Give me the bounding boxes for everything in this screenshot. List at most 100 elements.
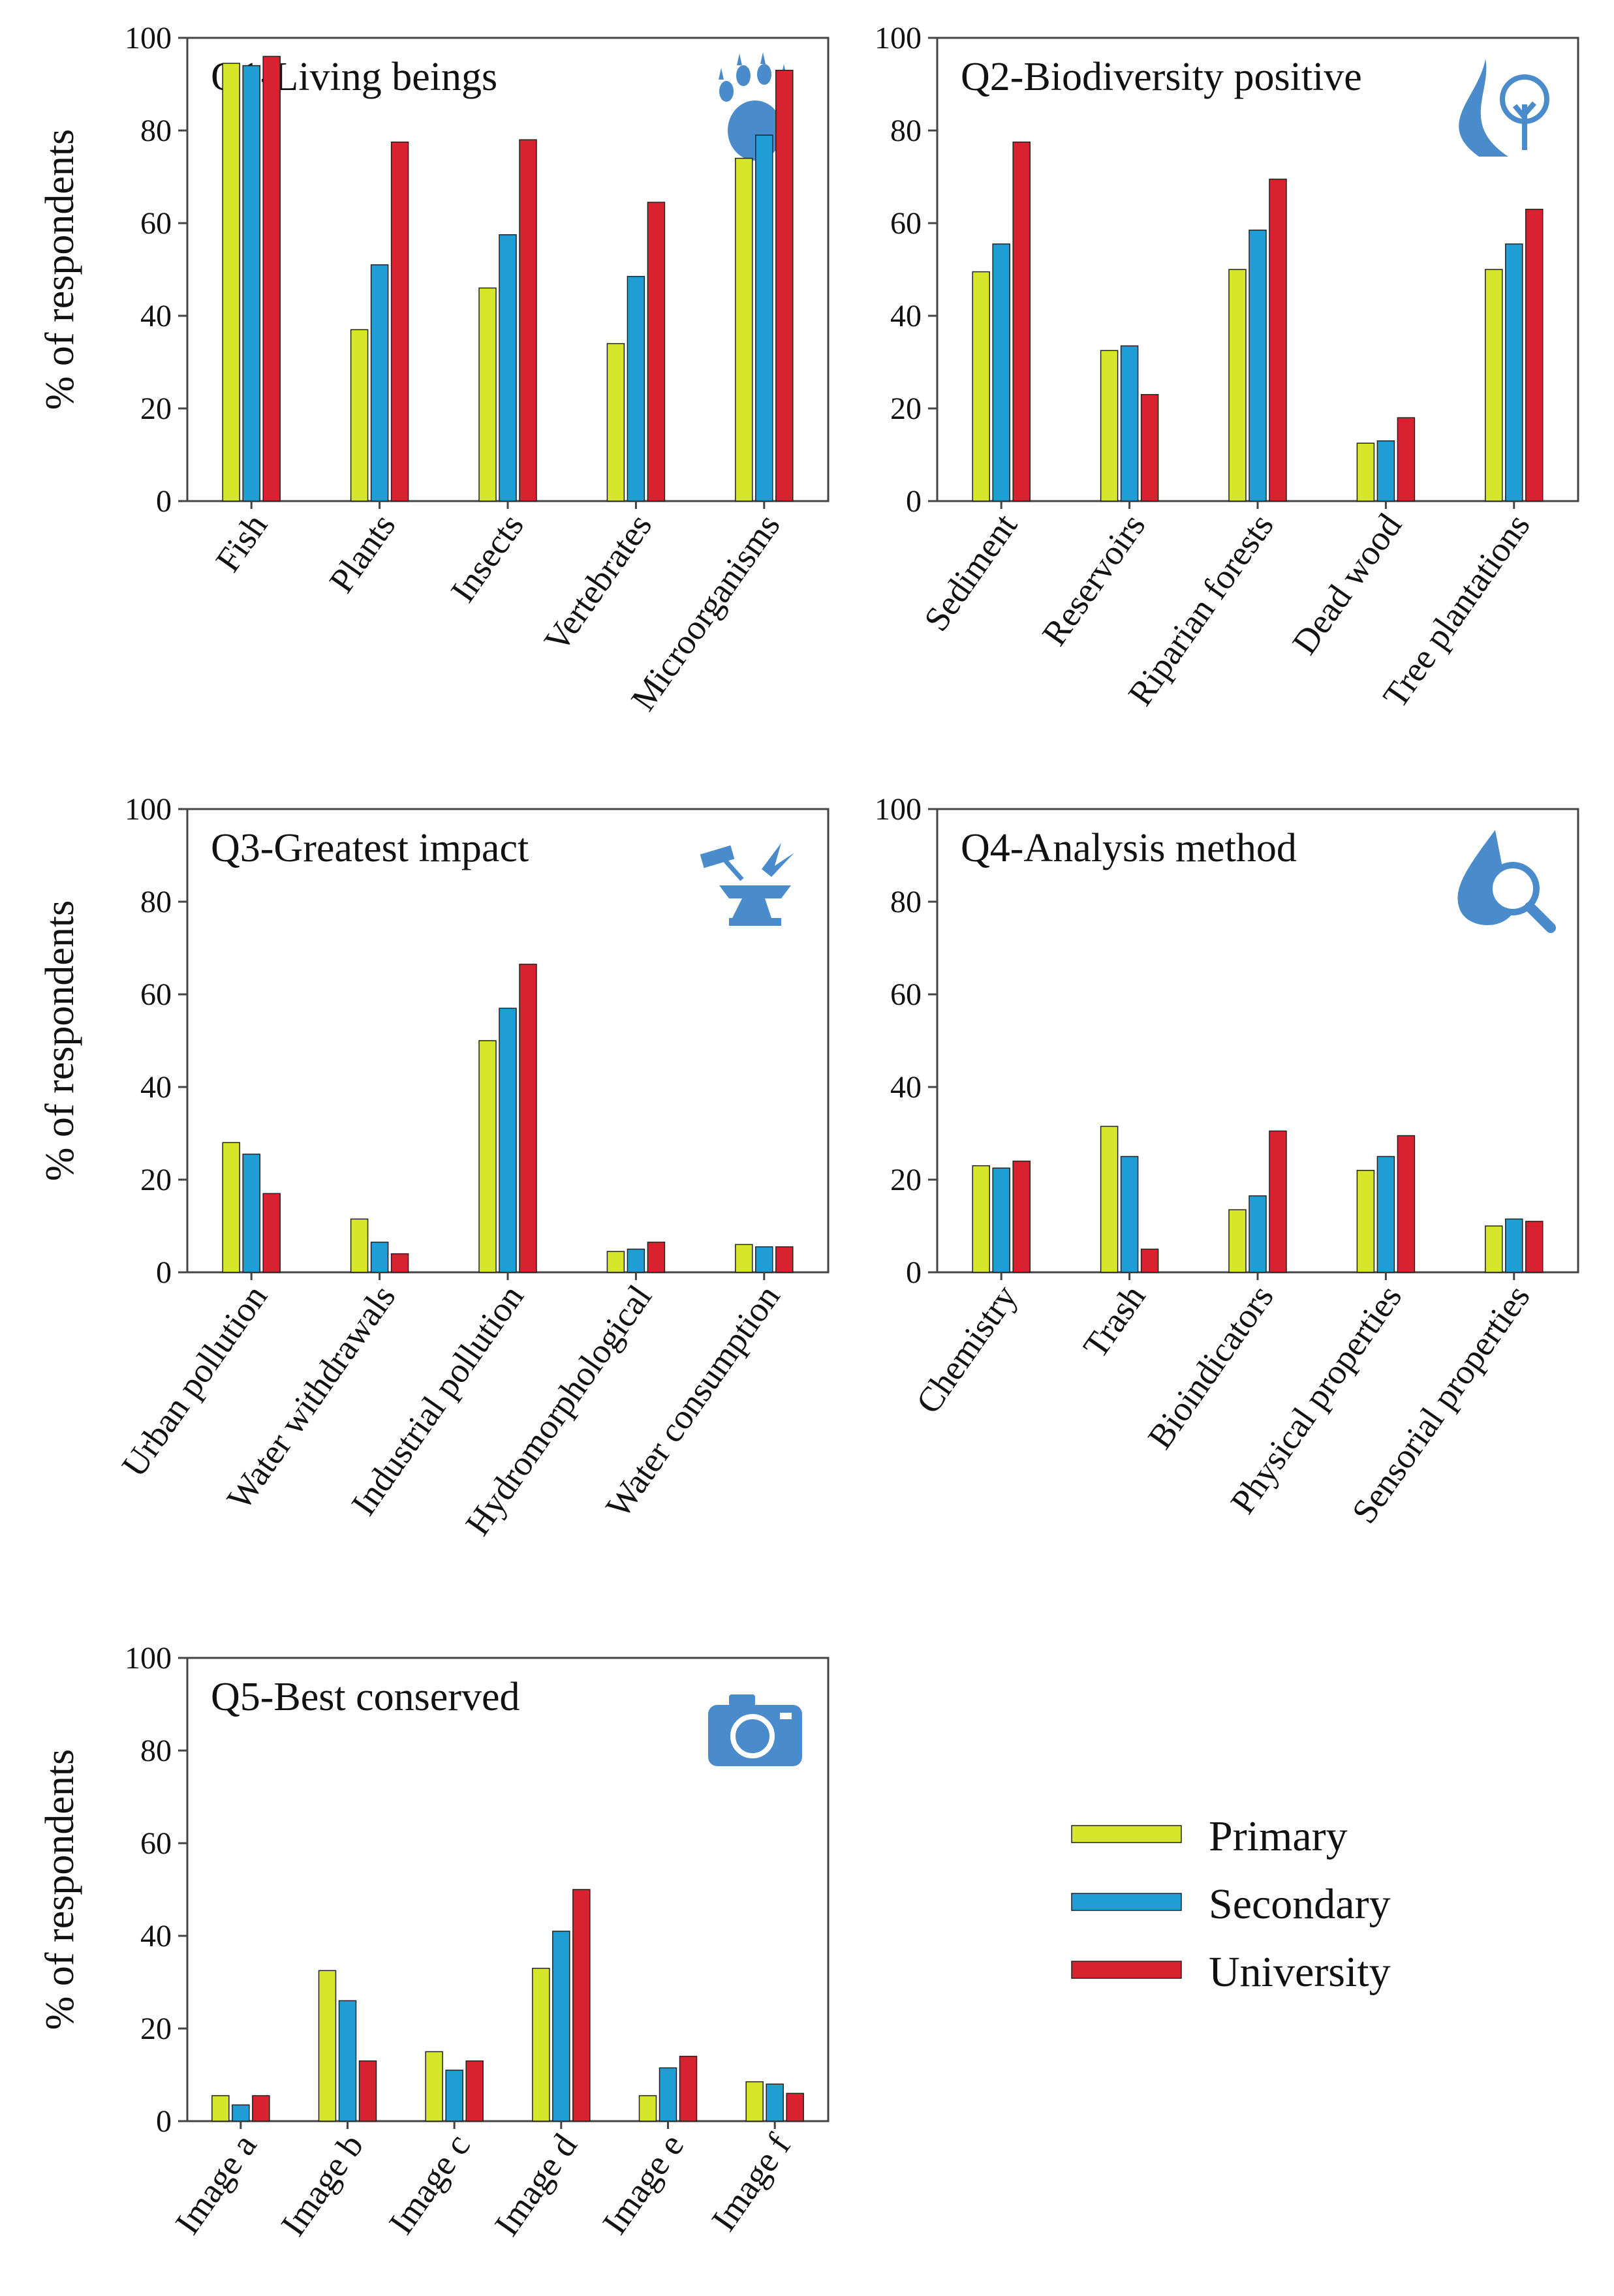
y-tick-label-100: 100: [875, 792, 922, 827]
y-tick-label-0: 0: [906, 1255, 922, 1290]
bar-reservoirs-university: [1140, 393, 1159, 502]
bar-dead-wood-university: [1397, 417, 1416, 502]
category-label-insects: Insects: [443, 506, 531, 609]
chart-panel-5: 0 20 40 60 80 100 % of respondents Q5-Best cons…: [38, 1641, 830, 2243]
bar-dead-wood-secondary: [1376, 440, 1395, 502]
bar-chemistry-primary: [972, 1165, 990, 1273]
bar-tree-plantations-primary: [1485, 269, 1503, 502]
anvil-hammer-icon: [700, 843, 794, 926]
bar-image-d-university: [572, 1889, 591, 2122]
bar-vertebrates-university: [647, 202, 666, 502]
category-label-image-f: Image f: [704, 2126, 798, 2238]
bar-plants-university: [390, 142, 409, 502]
category-label-vertebrates: Vertebrates: [536, 506, 659, 658]
bar-vertebrates-primary: [606, 343, 625, 502]
panel-title: Q4-Analysis method: [961, 826, 1297, 870]
bar-image-d-secondary: [552, 1931, 570, 2122]
legend-label-university: University: [1209, 1948, 1391, 1996]
category-label-fish: Fish: [208, 506, 275, 579]
y-tick-label-0: 0: [156, 2104, 172, 2139]
y-tick-label-40: 40: [140, 299, 172, 333]
y-tick-label-40: 40: [890, 1070, 922, 1105]
bar-fish-primary: [222, 63, 240, 502]
bar-urban-pollution-university: [262, 1193, 281, 1273]
bar-bioindicators-secondary: [1249, 1195, 1267, 1273]
bar-reservoirs-primary: [1100, 350, 1119, 502]
bar-vertebrates-secondary: [627, 275, 645, 502]
bar-riparian-forests-secondary: [1249, 229, 1267, 502]
bar-image-e-secondary: [659, 2067, 677, 2122]
legend: Primary Secondary University: [1071, 1813, 1391, 1996]
y-tick-label-100: 100: [125, 792, 172, 827]
bar-water-withdrawals-secondary: [370, 1242, 389, 1273]
bar-sediment-university: [1012, 142, 1031, 502]
bar-microorganisms-secondary: [755, 134, 773, 502]
legend-label-primary: Primary: [1209, 1813, 1348, 1860]
bar-water-consumption-primary: [735, 1244, 753, 1273]
bar-chemistry-university: [1012, 1160, 1031, 1273]
bar-tree-plantations-secondary: [1505, 243, 1523, 502]
legend-swatch-secondary: [1071, 1893, 1182, 1911]
bar-image-a-university: [252, 2095, 270, 2122]
category-label-sediment: Sediment: [916, 506, 1025, 638]
panel-title: Q3-Greatest impact: [211, 826, 529, 870]
y-tick-label-40: 40: [140, 1070, 172, 1105]
bar-water-consumption-secondary: [755, 1246, 773, 1273]
bar-urban-pollution-secondary: [242, 1154, 260, 1273]
bar-image-a-primary: [211, 2095, 230, 2122]
bar-tree-plantations-university: [1525, 208, 1544, 502]
bar-reservoirs-secondary: [1120, 345, 1139, 502]
y-tick-label-60: 60: [890, 206, 922, 241]
category-label-bioindicators: Bioindicators: [1140, 1278, 1281, 1456]
y-tick-label-20: 20: [140, 2012, 172, 2046]
category-label-image-c: Image c: [381, 2126, 478, 2241]
bar-microorganisms-primary: [735, 157, 753, 502]
bar-water-consumption-university: [775, 1246, 794, 1273]
bar-trash-university: [1140, 1248, 1159, 1273]
bar-industrial-pollution-primary: [478, 1040, 497, 1273]
bar-trash-primary: [1100, 1125, 1119, 1273]
y-tick-label-20: 20: [140, 391, 172, 426]
category-label-image-e: Image e: [595, 2126, 691, 2241]
bar-trash-secondary: [1120, 1156, 1139, 1273]
camera-icon: [708, 1694, 802, 1766]
bar-hydromorphological-university: [647, 1242, 666, 1273]
bar-sensorial-properties-secondary: [1505, 1218, 1523, 1273]
bar-physical-properties-university: [1397, 1135, 1416, 1273]
tree-river-icon: [1459, 59, 1549, 157]
chart-panel-3: 0 20 40 60 80 100 % of respondents Q3-Greatest …: [38, 792, 830, 1542]
legend-swatch-primary: [1071, 1825, 1182, 1843]
bar-hydromorphological-primary: [606, 1251, 625, 1273]
y-tick-label-20: 20: [890, 391, 922, 426]
bar-chemistry-secondary: [992, 1167, 1010, 1273]
chart-panel-2: 0 20 40 60 80 100 Q2-Biodiversity positive Sedi…: [875, 21, 1579, 715]
y-tick-label-80: 80: [890, 885, 922, 919]
water-magnifier-icon: [1457, 830, 1556, 933]
bar-image-f-university: [786, 2092, 804, 2122]
bar-sensorial-properties-primary: [1485, 1225, 1503, 1273]
bar-urban-pollution-primary: [222, 1142, 240, 1273]
bar-image-d-primary: [532, 1967, 550, 2122]
bar-sediment-primary: [972, 271, 990, 502]
category-label-chemistry: Chemistry: [908, 1278, 1025, 1420]
bar-image-e-university: [679, 2055, 698, 2122]
category-label-image-a: Image a: [168, 2126, 264, 2241]
bar-image-e-primary: [638, 2095, 657, 2122]
y-tick-label-20: 20: [890, 1163, 922, 1197]
y-axis-title: % of respondents: [38, 129, 82, 410]
y-tick-label-0: 0: [156, 484, 172, 519]
bar-microorganisms-university: [775, 69, 794, 502]
category-label-dead-wood: Dead wood: [1284, 506, 1409, 661]
category-label-reservoirs: Reservoirs: [1034, 506, 1153, 652]
bar-bioindicators-university: [1269, 1130, 1287, 1273]
y-axis-title: % of respondents: [38, 1749, 82, 2030]
bar-sediment-secondary: [992, 243, 1010, 502]
category-label-trash: Trash: [1076, 1278, 1153, 1365]
bar-insects-secondary: [499, 234, 517, 502]
y-tick-label-60: 60: [140, 977, 172, 1012]
y-tick-label-60: 60: [140, 1826, 172, 1861]
y-tick-label-0: 0: [906, 484, 922, 519]
panel-title: Q2-Biodiversity positive: [961, 55, 1362, 99]
legend-label-secondary: Secondary: [1209, 1880, 1391, 1928]
